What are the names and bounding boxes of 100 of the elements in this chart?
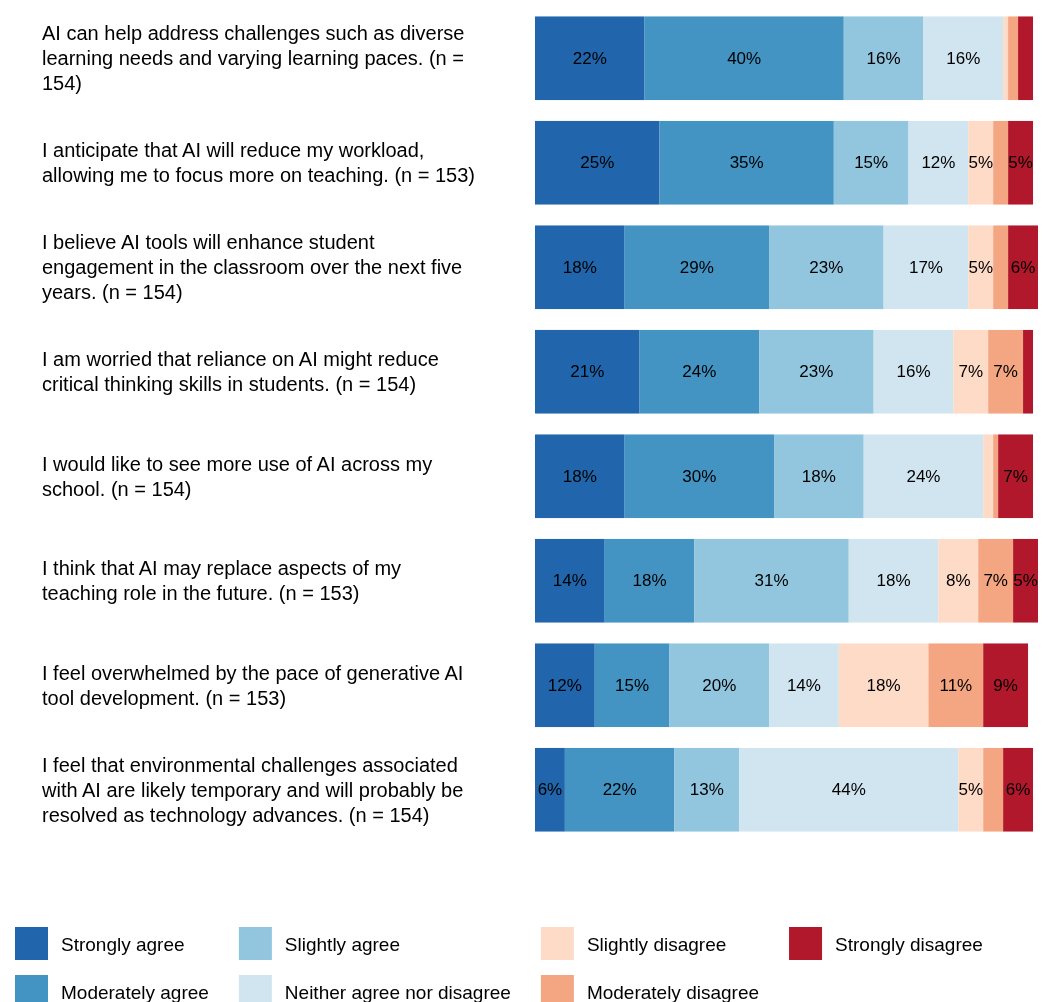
data-label: 25% [580, 153, 615, 173]
bar [774, 434, 864, 519]
data-label: 15% [615, 675, 650, 695]
bar [958, 747, 984, 832]
data-label: 18% [801, 466, 836, 486]
bar [1003, 16, 1009, 101]
data-label: 15% [854, 153, 889, 173]
data-label: 44% [831, 780, 866, 800]
bar [953, 329, 989, 414]
bar [1023, 329, 1034, 414]
bar [1008, 16, 1019, 101]
bar [838, 643, 929, 728]
bar [1008, 120, 1034, 205]
bar [993, 434, 999, 519]
legend-label: Moderately disagree [586, 981, 760, 1002]
data-label: 16% [896, 362, 931, 382]
bar [535, 329, 640, 414]
data-label: 11% [939, 675, 973, 695]
data-label: 31% [754, 571, 789, 591]
data-label: 16% [866, 48, 901, 68]
bar [873, 329, 954, 414]
bar [863, 434, 984, 519]
data-label: 17% [908, 257, 943, 277]
bar [739, 747, 959, 832]
data-label: 14% [552, 571, 587, 591]
data-label: 40% [727, 48, 762, 68]
bar [938, 538, 979, 623]
y-tick-label: I feel overwhelmed by the pace of generative AI tool development. (n = 153) [42, 661, 464, 709]
data-label: 5% [958, 780, 984, 800]
bar [639, 329, 760, 414]
bar [1003, 747, 1034, 832]
bar [988, 329, 1024, 414]
bar [769, 225, 884, 310]
bar [993, 120, 1009, 205]
data-label: 5% [968, 153, 994, 173]
data-label: 35% [729, 153, 764, 173]
bar [993, 225, 1009, 310]
y-tick-label: AI can help address challenges such as diverse learning needs and varying learning paces. (n = 154) [42, 22, 465, 95]
legend-label: Slightly agree [284, 933, 400, 955]
bar [908, 120, 969, 205]
data-label: 5% [1008, 153, 1033, 173]
data-label: 7% [993, 362, 1018, 382]
y-tick-label: I think that AI may replace aspects of my teaching role in the future. (n = 153) [42, 557, 402, 605]
bar [1008, 225, 1038, 310]
bar [535, 434, 625, 519]
data-label: 29% [679, 257, 714, 277]
bar [968, 120, 994, 205]
bar [843, 16, 924, 101]
data-label: 30% [682, 466, 717, 486]
bar [535, 643, 595, 728]
legend-label: Slightly disagree [586, 933, 727, 955]
bar [968, 225, 994, 310]
bar [594, 643, 670, 728]
bar [535, 16, 645, 101]
data-label: 22% [572, 48, 607, 68]
data-label: 6% [537, 780, 563, 800]
data-label: 24% [682, 362, 717, 382]
bar [923, 16, 1004, 101]
data-label: 18% [562, 257, 597, 277]
data-label: 7% [1003, 466, 1028, 486]
bar [759, 329, 874, 414]
bar [769, 643, 839, 728]
data-label: 13% [689, 780, 724, 800]
data-label: 16% [946, 48, 981, 68]
data-label: 12% [921, 153, 956, 173]
y-tick-label: I would like to see more use of AI across my school. (n = 154) [42, 452, 433, 500]
y-tick-label: I believe AI tools will enhance student engagement in the classroom over the next five years. (n = 154) [42, 231, 463, 304]
data-label: 9% [993, 675, 1018, 695]
bar [1013, 538, 1038, 623]
data-label: 18% [562, 466, 597, 486]
bar [674, 747, 740, 832]
y-tick-label: I anticipate that AI will reduce my workload, allowing me to focus more on teaching. (n = 153) [42, 139, 476, 187]
data-label: 22% [602, 780, 637, 800]
bar [624, 225, 770, 310]
y-tick-label: I am worried that reliance on AI might reduce critical thinking skills in students. (n = 154) [42, 348, 439, 396]
bar [604, 538, 695, 623]
bar [998, 434, 1034, 519]
bar [928, 643, 984, 728]
bar [983, 747, 1004, 832]
data-label: 18% [876, 571, 911, 591]
data-label: 20% [702, 675, 737, 695]
legend-label: Strongly disagree [835, 933, 983, 955]
legend-label: Moderately agree [61, 981, 209, 1002]
legend-label: Neither agree nor disagree [284, 981, 511, 1002]
data-label: 21% [570, 362, 605, 382]
data-label: 18% [632, 571, 667, 591]
bar [983, 434, 994, 519]
bar [694, 538, 849, 623]
bar [978, 538, 1014, 623]
bar [535, 538, 605, 623]
bar [535, 747, 565, 832]
data-label: 5% [1013, 571, 1038, 591]
bar [644, 16, 844, 101]
bar [669, 643, 770, 728]
data-label: 6% [1005, 780, 1031, 800]
bar [883, 225, 969, 310]
bar [659, 120, 834, 205]
bar [624, 434, 775, 519]
bar [564, 747, 675, 832]
data-label: 5% [968, 257, 994, 277]
